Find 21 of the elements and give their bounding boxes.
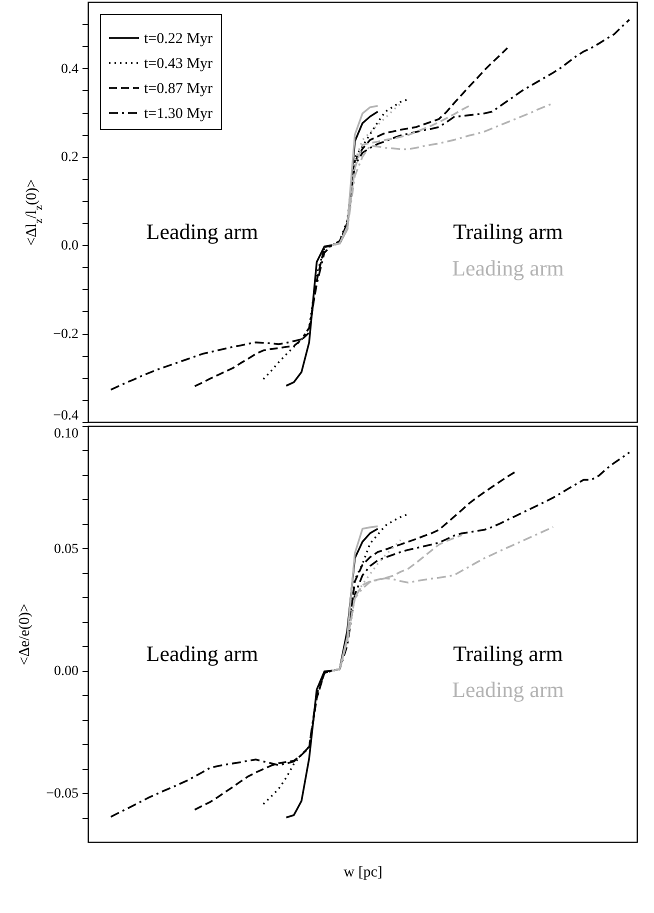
- annotation: Trailing arm: [453, 640, 563, 666]
- y-tick-label: 0.2: [61, 150, 78, 166]
- annotation: Leading arm: [452, 677, 564, 702]
- y-axis-title: <Δe/e(0)>: [17, 604, 34, 666]
- annotation: Leading arm: [452, 256, 564, 281]
- legend-label: t=0.87 Myr: [144, 81, 212, 97]
- legend-label: t=0.22 Myr: [144, 31, 212, 47]
- annotation: Trailing arm: [453, 219, 563, 244]
- annotation: Leading arm: [146, 640, 258, 666]
- annotation: Leading arm: [146, 219, 258, 244]
- y-tick-label: 0.4: [61, 62, 78, 77]
- y-tick-label: 0.0: [61, 238, 78, 254]
- x-axis-title: w [pc]: [344, 864, 382, 880]
- legend-label: t=0.43 Myr: [144, 56, 212, 72]
- y-tick-label: 0.05: [54, 542, 78, 557]
- y-tick-label: 0.00: [54, 664, 78, 680]
- y-tick-label: −0.4: [53, 408, 78, 424]
- y-tick-label: −0.05: [46, 786, 78, 802]
- y-tick-label: 0.10: [54, 426, 78, 442]
- y-tick-label: −0.2: [53, 327, 78, 342]
- legend-label: t=1.30 Myr: [144, 106, 212, 122]
